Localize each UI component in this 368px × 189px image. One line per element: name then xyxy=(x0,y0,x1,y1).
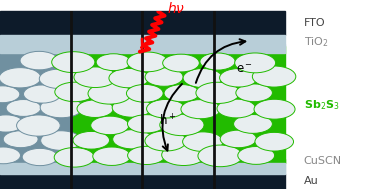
Bar xyxy=(0,163,71,174)
Text: CuSCN: CuSCN xyxy=(304,156,342,166)
Bar xyxy=(142,163,214,174)
Circle shape xyxy=(196,82,240,104)
Circle shape xyxy=(93,147,131,165)
Text: h$^+$: h$^+$ xyxy=(159,114,176,129)
Circle shape xyxy=(220,69,258,87)
Circle shape xyxy=(109,68,149,88)
Bar xyxy=(214,46,285,163)
Bar xyxy=(0,35,285,46)
Circle shape xyxy=(183,69,222,88)
Bar xyxy=(71,44,142,53)
Circle shape xyxy=(74,67,116,88)
Circle shape xyxy=(112,98,152,117)
Circle shape xyxy=(146,99,185,118)
Circle shape xyxy=(41,131,81,150)
Circle shape xyxy=(255,132,294,151)
Circle shape xyxy=(200,53,235,70)
Circle shape xyxy=(55,82,95,102)
Circle shape xyxy=(183,132,223,151)
Circle shape xyxy=(127,84,163,102)
Circle shape xyxy=(88,83,131,104)
Circle shape xyxy=(17,115,60,136)
Circle shape xyxy=(24,85,61,103)
Circle shape xyxy=(39,69,79,88)
Circle shape xyxy=(0,147,21,164)
Circle shape xyxy=(96,54,131,70)
Circle shape xyxy=(238,146,275,164)
Circle shape xyxy=(145,131,187,151)
Circle shape xyxy=(52,52,95,73)
Text: $h\nu$: $h\nu$ xyxy=(167,1,185,16)
Bar xyxy=(214,159,285,163)
Circle shape xyxy=(254,99,295,119)
Circle shape xyxy=(162,144,205,166)
Text: Sb$_2$S$_3$: Sb$_2$S$_3$ xyxy=(304,98,339,112)
Bar xyxy=(0,46,71,163)
Circle shape xyxy=(164,84,199,102)
Bar xyxy=(142,46,214,163)
Circle shape xyxy=(6,100,41,116)
Circle shape xyxy=(127,115,165,133)
Text: Au: Au xyxy=(304,176,318,186)
Circle shape xyxy=(3,131,38,148)
Circle shape xyxy=(54,148,95,167)
Circle shape xyxy=(236,84,272,102)
Bar xyxy=(0,11,285,35)
Circle shape xyxy=(234,115,272,133)
Bar xyxy=(0,174,285,189)
Circle shape xyxy=(77,100,113,118)
Bar xyxy=(0,163,285,174)
Circle shape xyxy=(91,116,129,135)
Bar xyxy=(71,159,142,163)
Circle shape xyxy=(40,97,82,118)
Bar xyxy=(142,44,214,53)
Bar xyxy=(142,159,214,163)
Circle shape xyxy=(181,100,220,119)
Circle shape xyxy=(252,66,296,87)
Circle shape xyxy=(73,131,110,149)
Circle shape xyxy=(220,130,256,148)
Circle shape xyxy=(0,68,41,88)
Circle shape xyxy=(127,52,168,72)
Circle shape xyxy=(113,130,152,149)
Circle shape xyxy=(22,148,58,166)
Bar xyxy=(214,44,285,53)
Circle shape xyxy=(128,146,165,164)
Circle shape xyxy=(160,114,204,136)
Circle shape xyxy=(20,51,58,70)
Circle shape xyxy=(198,145,243,167)
Bar xyxy=(71,46,142,163)
Circle shape xyxy=(217,99,256,118)
Circle shape xyxy=(0,115,24,132)
Bar xyxy=(0,44,71,53)
Circle shape xyxy=(163,54,199,72)
Circle shape xyxy=(0,86,20,103)
Bar xyxy=(71,163,142,174)
Bar xyxy=(214,163,285,174)
Circle shape xyxy=(145,68,183,86)
Text: TiO$_2$: TiO$_2$ xyxy=(304,36,329,49)
Text: FTO: FTO xyxy=(304,18,325,28)
Text: e$^-$: e$^-$ xyxy=(236,63,253,76)
Circle shape xyxy=(235,53,276,73)
